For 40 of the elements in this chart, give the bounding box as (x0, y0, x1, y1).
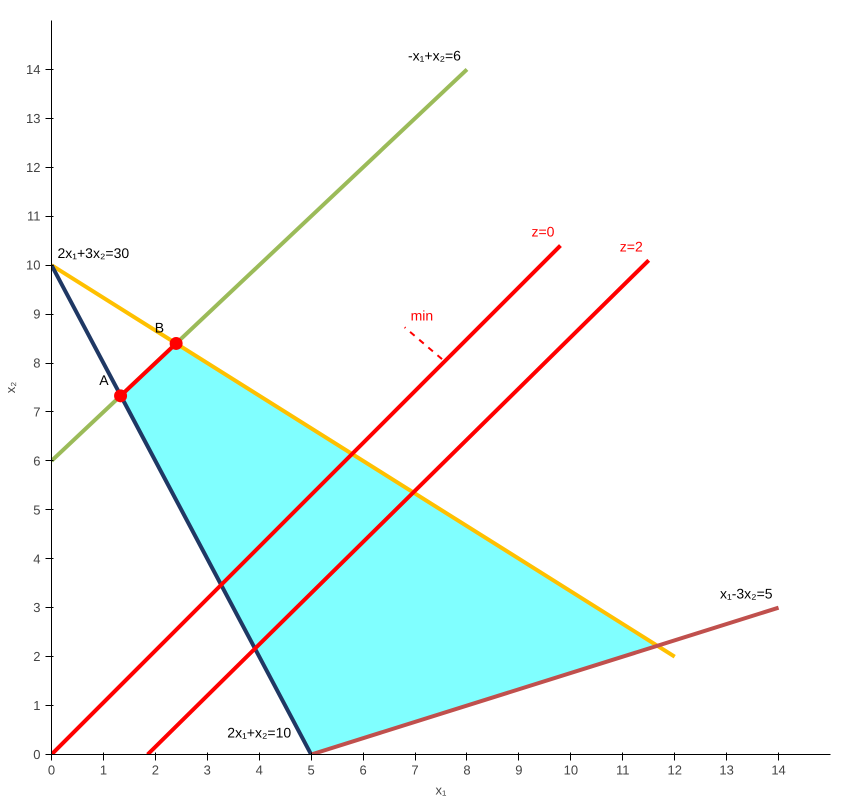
x-tick-label: 10 (564, 762, 578, 778)
series-label: z=0 (531, 224, 555, 240)
series-label: A (99, 372, 110, 388)
x-tick-label: 3 (204, 762, 211, 778)
y-tick-label: 8 (33, 356, 41, 371)
x-axis-title: x₁ (436, 782, 448, 798)
x-tick-label: 14 (771, 762, 786, 778)
y-tick-label: 13 (26, 110, 41, 126)
y-tick-label: 3 (33, 600, 41, 616)
series-label: min (410, 307, 434, 324)
x-tick-label: 0 (48, 762, 56, 778)
y-tick-label: 2 (33, 649, 41, 664)
series-label: 2x₁+x₂=10 (227, 724, 292, 740)
series-label: 2x₁+3x₂=30 (58, 245, 130, 262)
y-tick-label: 1 (33, 698, 41, 714)
x-tick-label: 4 (256, 762, 263, 778)
series-label: z=2 (620, 238, 643, 254)
x-tick-label: 5 (308, 762, 315, 778)
y-tick-label: 10 (26, 258, 41, 273)
y-tick-label: 7 (33, 404, 41, 420)
x-tick-label: 13 (719, 762, 734, 778)
x-tick-label: 7 (411, 762, 419, 778)
x-tick-label: 8 (463, 762, 471, 778)
y-tick-label: 4 (33, 551, 41, 566)
y-axis-title: x₂ (3, 382, 18, 394)
y-tick-label: 12 (26, 160, 41, 175)
x-tick-label: 9 (515, 762, 523, 778)
y-tick-label: 11 (27, 208, 41, 224)
y-tick-label: 14 (26, 62, 41, 77)
x-tick-label: 2 (152, 762, 159, 778)
x-tick-label: 1 (100, 762, 108, 778)
x-tick-label: 11 (616, 762, 630, 778)
y-tick-label: 6 (33, 453, 41, 468)
y-tick-label: 5 (33, 502, 41, 518)
y-tick-label: 0 (33, 747, 41, 762)
y-tick-label: 9 (33, 306, 41, 322)
series-label: -x₁+x₂=6 (408, 47, 462, 64)
x-tick-label: 12 (667, 762, 682, 778)
x-tick-label: 6 (359, 762, 367, 778)
series-label: x₁-3x₂=5 (720, 586, 773, 602)
